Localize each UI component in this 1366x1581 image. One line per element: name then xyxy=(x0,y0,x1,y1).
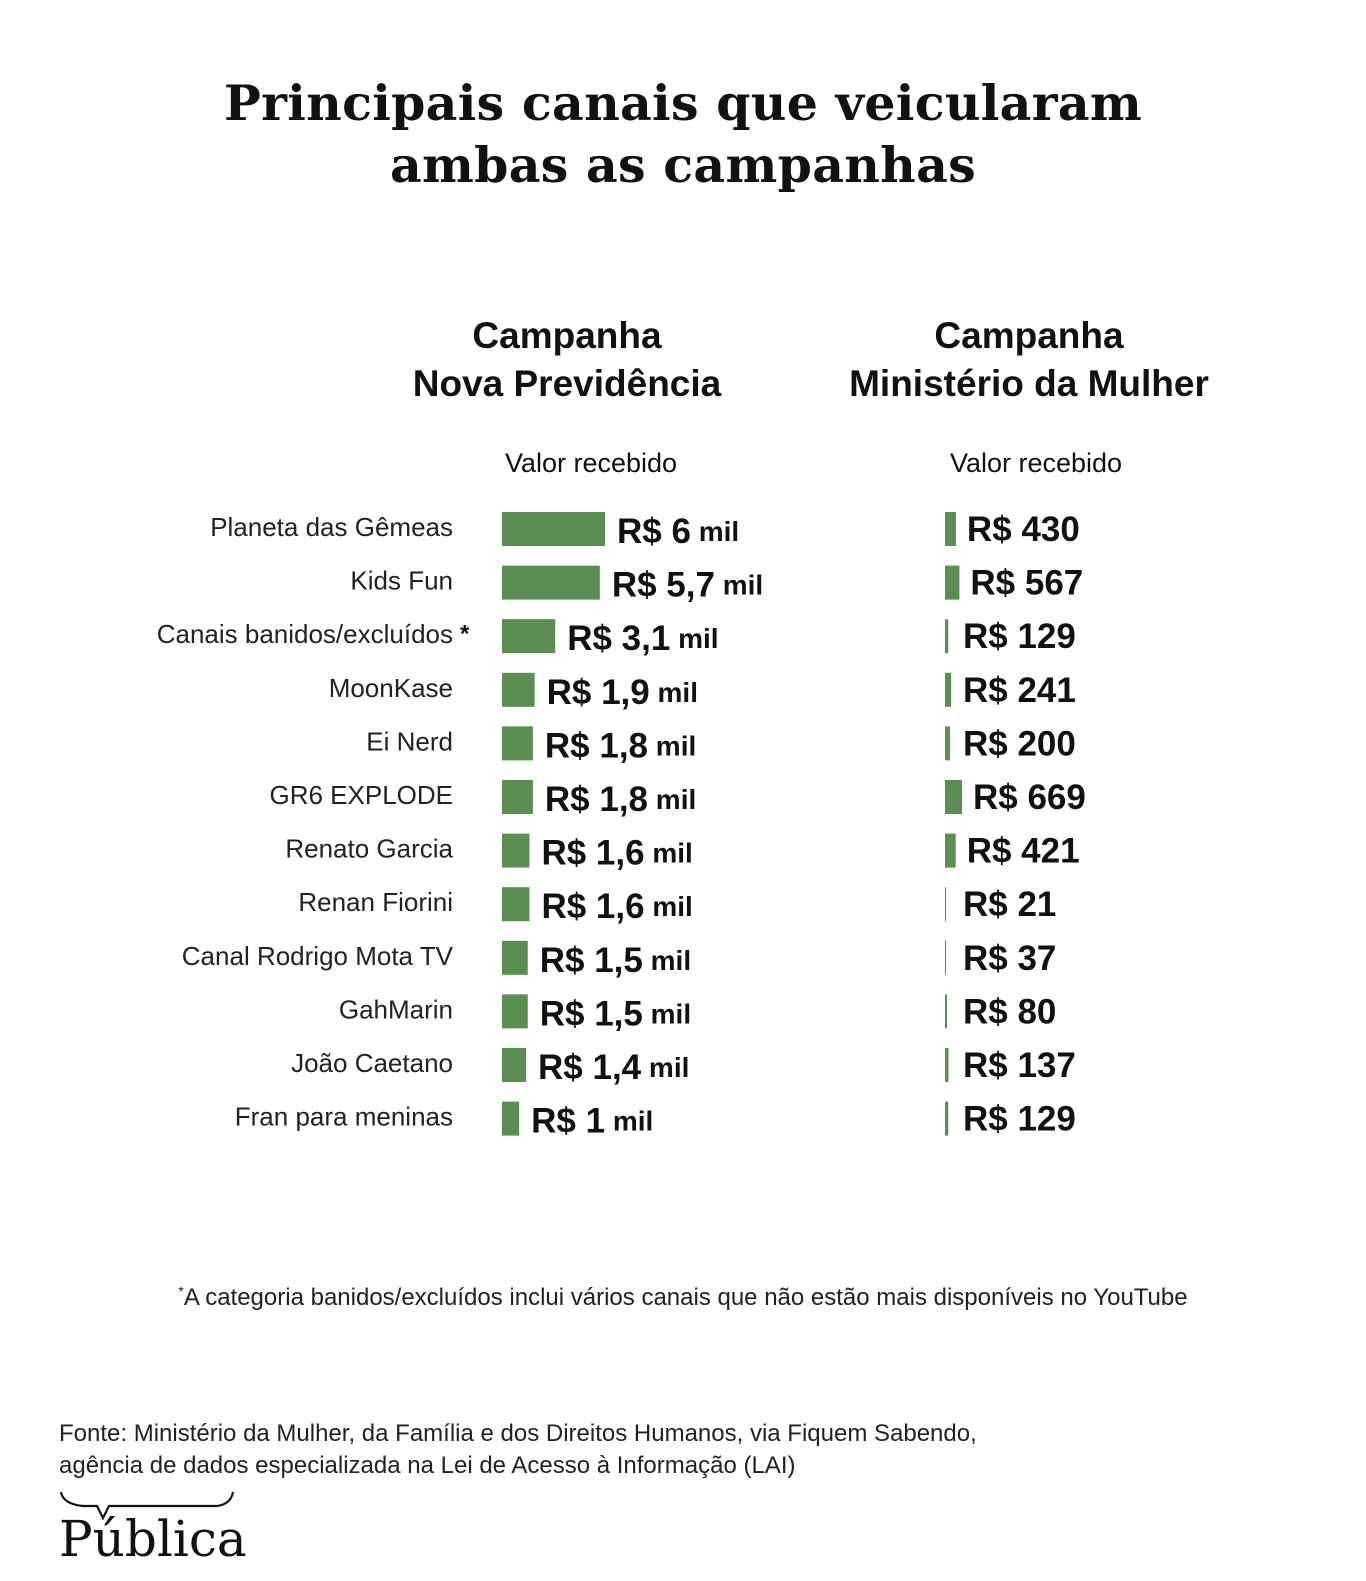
category-label: Canal Rodrigo Mota TV xyxy=(182,941,454,971)
value-label-nova-previdencia: R$ 1,8 mil xyxy=(545,780,696,819)
category-label: Planeta das Gêmeas xyxy=(210,512,453,542)
value-label-nova-previdencia: R$ 6 mil xyxy=(617,512,739,551)
bar-ministerio-mulher xyxy=(945,833,956,868)
category-label: Ei Nerd xyxy=(366,726,453,756)
column-heading-line: Nova Previdência xyxy=(412,363,722,404)
footnote-mark: * xyxy=(178,1283,184,1299)
value-label-ministerio-mulher: R$ 200 xyxy=(963,724,1076,763)
category-label: Renan Fiorini xyxy=(298,887,453,917)
source-note: Fonte: Ministério da Mulher, da Família … xyxy=(59,1418,1159,1482)
value-label-nova-previdencia: R$ 1,9 mil xyxy=(547,672,698,711)
bar-ministerio-mulher xyxy=(945,887,946,922)
footnote-text: A categoria banidos/excluídos inclui vár… xyxy=(183,1284,1188,1311)
bar-nova-previdencia xyxy=(502,726,533,761)
category-label: Canais banidos/excluídos xyxy=(157,619,453,649)
bar-nova-previdencia xyxy=(502,672,535,707)
value-label-ministerio-mulher: R$ 137 xyxy=(963,1046,1076,1085)
speech-brace-icon xyxy=(59,1491,235,1521)
source-line: Fonte: Ministério da Mulher, da Família … xyxy=(59,1420,977,1447)
bar-ministerio-mulher xyxy=(945,1101,949,1136)
chart-title-line: Principais canais que veicularam xyxy=(223,74,1143,132)
category-footnote-mark: * xyxy=(460,621,470,648)
chart-title-line: ambas as campanhas xyxy=(389,136,977,194)
bar-nova-previdencia xyxy=(502,940,528,975)
bar-ministerio-mulher xyxy=(945,672,952,707)
bar-nova-previdencia xyxy=(502,994,528,1029)
value-label-nova-previdencia: R$ 1,5 mil xyxy=(540,994,691,1033)
footnote: *A categoria banidos/excluídos inclui vá… xyxy=(0,1283,1366,1312)
bar-nova-previdencia xyxy=(502,780,533,814)
publica-logo: Pública xyxy=(57,1488,247,1581)
category-label: MoonKase xyxy=(329,673,453,703)
bar-chart: Planeta das Gêmeas R$ 6 mil R$ 430 Kids Fun… xyxy=(157,510,1086,1141)
value-label-ministerio-mulher: R$ 129 xyxy=(963,1099,1076,1138)
logo-text: Pública xyxy=(59,1510,247,1568)
column-heading-line: Ministério da Mulher xyxy=(849,363,1209,404)
bar-nova-previdencia xyxy=(502,565,600,600)
bar-ministerio-mulher xyxy=(945,512,956,546)
value-label-ministerio-mulher: R$ 567 xyxy=(970,563,1083,602)
value-label-ministerio-mulher: R$ 80 xyxy=(963,992,1056,1031)
category-label: Kids Fun xyxy=(350,566,453,596)
bar-ministerio-mulher xyxy=(945,726,951,761)
column-heading-line: Campanha xyxy=(472,315,662,356)
bar-nova-previdencia xyxy=(502,887,530,922)
value-label-ministerio-mulher: R$ 430 xyxy=(967,510,1080,549)
bar-nova-previdencia xyxy=(502,512,605,546)
value-label-nova-previdencia: R$ 5,7 mil xyxy=(612,565,763,604)
bar-ministerio-mulher xyxy=(945,1048,949,1082)
bar-ministerio-mulher xyxy=(945,994,948,1029)
category-label: Renato Garcia xyxy=(285,834,453,864)
column-heading-nova-previdencia: Campanha Nova Previdência xyxy=(327,312,807,408)
category-label: Fran para meninas xyxy=(235,1102,453,1132)
value-label-nova-previdencia: R$ 1,8 mil xyxy=(545,726,696,765)
bar-ministerio-mulher xyxy=(945,780,962,814)
bar-ministerio-mulher xyxy=(945,619,949,654)
bar-nova-previdencia xyxy=(502,1101,520,1136)
value-label-nova-previdencia: R$ 1 mil xyxy=(531,1101,653,1140)
bar-ministerio-mulher xyxy=(945,565,960,600)
value-label-ministerio-mulher: R$ 21 xyxy=(963,885,1056,924)
value-label-ministerio-mulher: R$ 37 xyxy=(963,938,1056,977)
source-line: agência de dados especializada na Lei de… xyxy=(59,1452,796,1479)
bar-nova-previdencia xyxy=(502,833,530,868)
value-label-nova-previdencia: R$ 3,1 mil xyxy=(567,619,718,658)
value-label-nova-previdencia: R$ 1,6 mil xyxy=(541,887,692,926)
bar-ministerio-mulher xyxy=(945,940,946,975)
bar-nova-previdencia xyxy=(502,1048,527,1082)
bar-nova-previdencia xyxy=(502,619,556,654)
category-label: GahMarin xyxy=(339,994,453,1024)
column-heading-ministerio-mulher: Campanha Ministério da Mulher xyxy=(789,312,1269,408)
value-label-nova-previdencia: R$ 1,4 mil xyxy=(538,1048,689,1087)
column-heading-line: Campanha xyxy=(934,315,1124,356)
value-subheading-left: Valor recebido xyxy=(504,448,678,478)
value-label-nova-previdencia: R$ 1,6 mil xyxy=(541,833,692,872)
category-label: João Caetano xyxy=(291,1048,453,1078)
value-label-ministerio-mulher: R$ 669 xyxy=(973,778,1086,817)
value-label-ministerio-mulher: R$ 421 xyxy=(967,831,1080,870)
value-label-nova-previdencia: R$ 1,5 mil xyxy=(540,940,691,979)
value-label-ministerio-mulher: R$ 129 xyxy=(963,617,1076,656)
category-label: GR6 EXPLODE xyxy=(269,780,453,810)
value-subheading-right: Valor recebido xyxy=(949,448,1123,478)
value-label-ministerio-mulher: R$ 241 xyxy=(963,670,1076,709)
chart-title: Principais canais que veicularam ambas a… xyxy=(0,72,1366,196)
